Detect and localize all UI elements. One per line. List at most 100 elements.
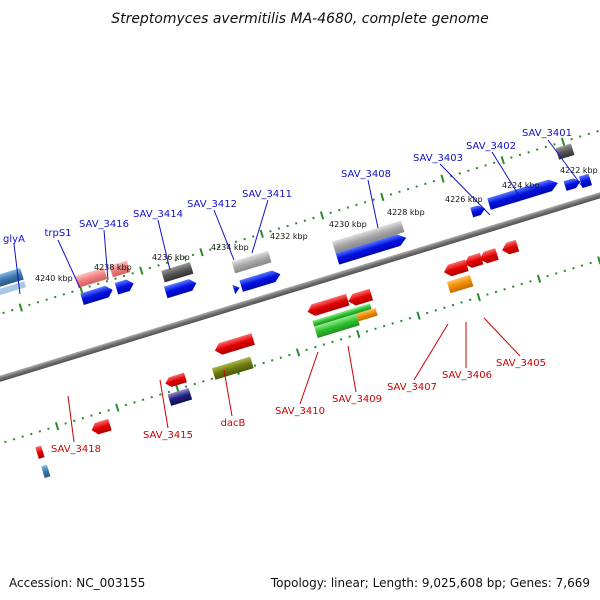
- gene-sav-3415b[interactable]: [167, 387, 193, 406]
- ruler-minor-tick: [382, 324, 386, 328]
- ruler-minor-tick: [62, 293, 66, 296]
- ruler-minor-tick: [294, 222, 298, 225]
- kbp-label: 4232 kbp: [270, 232, 308, 241]
- gene-sav-3412[interactable]: [232, 283, 241, 295]
- gene-label[interactable]: SAV_3416: [79, 219, 129, 230]
- gene-label[interactable]: SAV_3415: [143, 430, 193, 441]
- kbp-label: 4226 kbp: [445, 195, 483, 204]
- ruler-minor-tick: [38, 430, 42, 433]
- ruler-minor-tick: [305, 348, 308, 352]
- gene-label[interactable]: SAV_3412: [187, 199, 237, 210]
- ruler-minor-tick: [389, 193, 393, 196]
- ruler-minor-tick: [36, 301, 40, 304]
- ruler-minor-tick: [253, 364, 257, 367]
- gene-sav-3410c[interactable]: [314, 313, 360, 339]
- gene-sav-3411b[interactable]: [239, 268, 282, 292]
- gene-label[interactable]: SAV_3405: [496, 358, 546, 369]
- ruler-minor-tick: [314, 345, 317, 349]
- gene-sav-3416b[interactable]: [114, 278, 136, 295]
- gene-edge-left-a[interactable]: [35, 445, 45, 459]
- gene-label[interactable]: SAV_3408: [341, 169, 391, 180]
- ruler-minor-tick: [97, 282, 100, 286]
- gene-sav-3415[interactable]: [164, 372, 187, 389]
- ruler-minor-tick: [183, 256, 186, 259]
- gene-sav-3410b[interactable]: [312, 303, 372, 327]
- ruler-minor-tick: [167, 390, 171, 394]
- plus-strand-labels: SAV_3401 SAV_3402 SAV_3403 SAV_3408 SAV_…: [3, 128, 572, 245]
- ruler-minor-tick: [339, 338, 343, 341]
- gene-label[interactable]: SAV_3418: [51, 444, 101, 455]
- gene-sav-3410[interactable]: [306, 293, 350, 318]
- ruler-minor-tick: [398, 190, 401, 193]
- gene-sav-3407b[interactable]: [446, 274, 474, 294]
- gene-sav-3414b[interactable]: [163, 277, 198, 299]
- ruler-major-tick: [115, 403, 120, 412]
- ruler-major-tick: [416, 311, 421, 320]
- callout-line: [367, 179, 379, 229]
- gene-label[interactable]: dacB: [221, 418, 246, 429]
- gene-trps1[interactable]: [75, 267, 108, 288]
- ruler-minor-tick: [443, 306, 446, 309]
- gene-trps1b[interactable]: [80, 284, 114, 305]
- gene-label[interactable]: SAV_3414: [133, 209, 183, 220]
- ruler-minor-tick: [563, 269, 567, 273]
- map-title: Streptomyces avermitilis MA-4680, comple…: [111, 11, 489, 27]
- gene-label[interactable]: SAV_3403: [413, 153, 463, 164]
- gene-sav-3418[interactable]: [90, 418, 112, 436]
- gene-label[interactable]: SAV_3410: [275, 406, 325, 417]
- callout-line: [13, 243, 21, 295]
- callout-line: [67, 395, 75, 443]
- gene-sav-3411[interactable]: [231, 250, 272, 274]
- gene-edge-right[interactable]: [578, 173, 592, 189]
- gene-edge-left-b[interactable]: [41, 464, 51, 478]
- gene-sav-3416[interactable]: [109, 260, 131, 278]
- gene-label[interactable]: trpS1: [44, 228, 71, 239]
- gene-sav-3409[interactable]: [347, 288, 374, 307]
- gene-sav-3402[interactable]: [487, 177, 559, 210]
- ruler-minor-tick: [243, 237, 246, 241]
- ruler-minor-tick: [148, 266, 152, 270]
- gene-sav-3408[interactable]: [332, 220, 405, 254]
- gene-dacb-a[interactable]: [213, 333, 255, 356]
- gene-dacb[interactable]: [211, 356, 254, 380]
- ruler-minor-tick: [518, 153, 522, 157]
- gene-label[interactable]: SAV_3406: [442, 370, 492, 381]
- gene-label[interactable]: SAV_3402: [466, 141, 516, 152]
- gene-sav-3414[interactable]: [161, 262, 194, 283]
- callout-line: [547, 139, 583, 187]
- gene-label[interactable]: glyA: [3, 234, 25, 245]
- ruler-minor-tick: [363, 201, 367, 204]
- gene-label[interactable]: SAV_3407: [387, 382, 437, 393]
- ruler-minor-tick: [251, 235, 255, 238]
- gene-label[interactable]: SAV_3411: [242, 189, 292, 200]
- ruler-minor-tick: [503, 288, 506, 291]
- gene-glya[interactable]: [0, 267, 24, 293]
- ruler-major-tick: [560, 137, 566, 146]
- gene-sav-3409b[interactable]: [356, 307, 378, 322]
- ruler-minor-tick: [107, 409, 110, 412]
- ruler-minor-tick: [355, 203, 358, 207]
- ruler-minor-tick: [270, 359, 274, 362]
- ruler-major-tick: [356, 329, 361, 339]
- ruler-minor-tick: [12, 438, 16, 441]
- ruler-minor-tick: [484, 164, 487, 167]
- gene-sav-3407[interactable]: [442, 259, 469, 278]
- gene-sav-3408b[interactable]: [335, 232, 408, 265]
- gene-label[interactable]: SAV_3401: [522, 128, 572, 139]
- ruler-minor-tick: [262, 361, 265, 365]
- callout-line: [223, 369, 233, 417]
- ruler-minor-tick: [486, 293, 489, 296]
- gene-sav-3401[interactable]: [555, 143, 575, 160]
- gene-sav-3402b[interactable]: [563, 177, 582, 191]
- minus-strand-callouts: [67, 317, 521, 443]
- ruler-minor-tick: [424, 182, 427, 186]
- gene-sav-3406[interactable]: [478, 248, 499, 265]
- ruler-minor-tick: [527, 151, 530, 154]
- ruler-minor-tick: [400, 319, 403, 323]
- gene-label[interactable]: SAV_3409: [332, 394, 382, 405]
- ruler-minor-tick: [475, 166, 479, 170]
- gene-sav-3403[interactable]: [470, 204, 486, 218]
- gene-glya-b[interactable]: [0, 281, 27, 300]
- gene-sav-3406b[interactable]: [463, 252, 484, 270]
- gene-sav-3405[interactable]: [500, 239, 520, 256]
